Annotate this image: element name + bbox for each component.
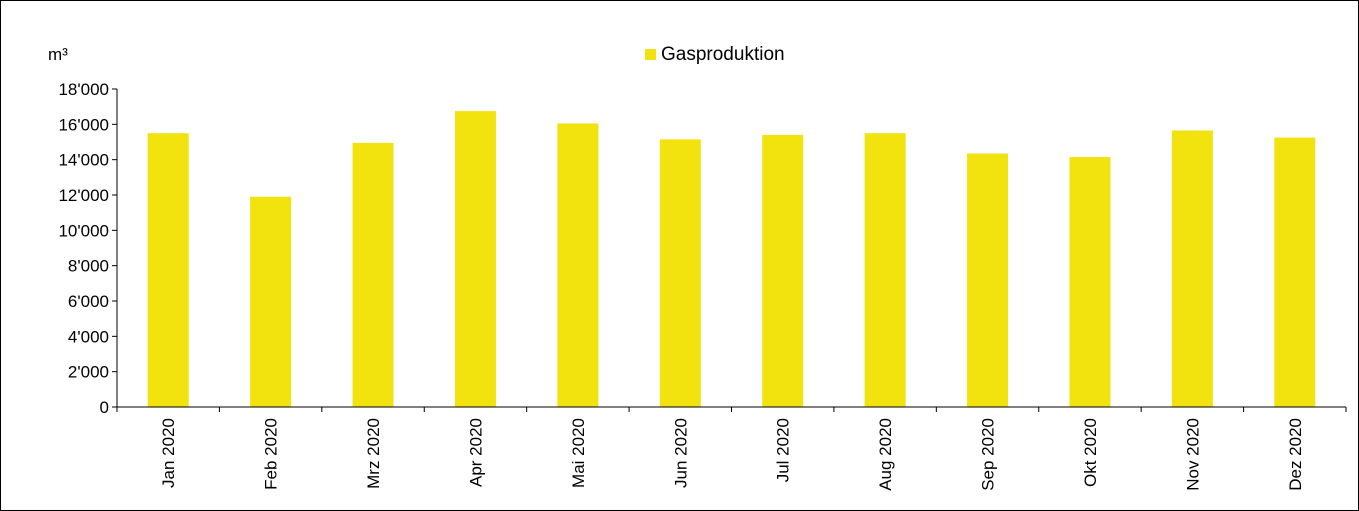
x-tick-label: Sep 2020 bbox=[979, 418, 998, 491]
y-tick-label: 6'000 bbox=[68, 292, 109, 311]
bars bbox=[147, 111, 1316, 408]
x-tick-label: Nov 2020 bbox=[1183, 418, 1202, 491]
y-tick-label: 10'000 bbox=[58, 221, 109, 240]
x-tick-label: Feb 2020 bbox=[262, 418, 281, 490]
bar bbox=[352, 142, 394, 407]
x-tick-label: Okt 2020 bbox=[1081, 418, 1100, 487]
x-tick-label: Dez 2020 bbox=[1286, 418, 1305, 491]
legend-swatch bbox=[645, 49, 656, 60]
x-tick-label: Jul 2020 bbox=[774, 418, 793, 482]
y-tick-label: 14'000 bbox=[58, 151, 109, 170]
legend: Gasproduktion bbox=[645, 44, 785, 65]
bar bbox=[659, 139, 701, 407]
bar bbox=[557, 123, 599, 407]
bar bbox=[147, 133, 189, 407]
y-tick-label: 2'000 bbox=[68, 363, 109, 382]
x-tick-label: Aug 2020 bbox=[876, 418, 895, 491]
bar bbox=[967, 153, 1009, 407]
x-tick-label: Apr 2020 bbox=[466, 418, 485, 487]
bar bbox=[1069, 157, 1111, 407]
y-axis: 0 2'000 4'000 6'000 8'000 10'000 12'000 14'000 1… bbox=[58, 80, 118, 417]
bar bbox=[1171, 130, 1213, 407]
y-tick-label: 18'000 bbox=[58, 80, 109, 99]
y-tick-label: 0 bbox=[100, 398, 109, 417]
bar bbox=[1274, 137, 1316, 408]
bar bbox=[762, 134, 804, 407]
y-tick-label: 8'000 bbox=[68, 257, 109, 276]
bar bbox=[864, 133, 906, 407]
x-tick-label: Mrz 2020 bbox=[364, 418, 383, 489]
bar bbox=[454, 111, 496, 407]
y-tick-label: 12'000 bbox=[58, 186, 109, 205]
x-axis: Jan 2020 Feb 2020 Mrz 2020 Apr 2020 Mai 2020… bbox=[116, 406, 1347, 491]
bar bbox=[250, 196, 292, 407]
legend-label: Gasproduktion bbox=[661, 44, 785, 65]
x-tick-label: Jan 2020 bbox=[159, 418, 178, 488]
y-tick-label: 16'000 bbox=[58, 115, 109, 134]
x-tick-label: Jun 2020 bbox=[671, 418, 690, 488]
y-unit-label: m³ bbox=[48, 45, 68, 64]
x-tick-label: Mai 2020 bbox=[569, 418, 588, 488]
y-tick-label: 4'000 bbox=[68, 327, 109, 346]
